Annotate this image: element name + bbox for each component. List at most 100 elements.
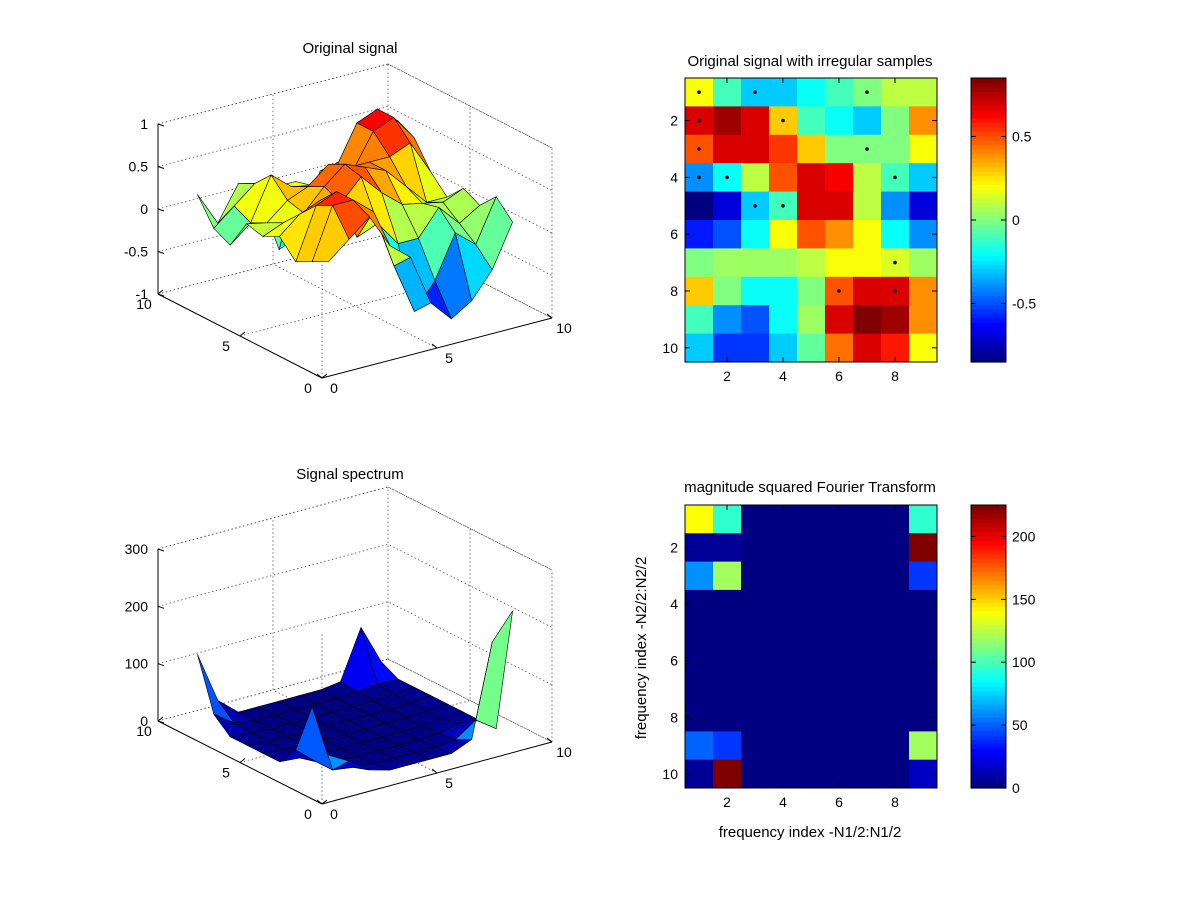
fourier-transform-cell (881, 618, 910, 647)
irregular-samples-y-tick-label: 6 (670, 226, 678, 242)
fourier-transform-ylabel: frequency index -N2/2:N2/2 (633, 557, 650, 740)
irregular-samples-colorbar-band (971, 264, 1006, 270)
irregular-samples-cell (713, 276, 742, 306)
irregular-samples-colorbar-band (971, 149, 1006, 155)
fourier-transform-cell (853, 533, 882, 563)
irregular-samples-colorbar-band (971, 282, 1006, 288)
fourier-transform-cell (713, 589, 742, 619)
original-signal-z-tick (157, 208, 165, 212)
original-signal-z-tick (157, 123, 165, 127)
fourier-transform-colorbar-band (971, 748, 1006, 754)
fourier-transform-colorbar-band (971, 677, 1006, 683)
irregular-samples-colorbar-band (971, 188, 1006, 194)
irregular-samples-cell (909, 248, 938, 278)
irregular-samples-colorbar-band (971, 224, 1006, 230)
irregular-samples-colorbar-band (971, 246, 1006, 252)
irregular-samples-y-tick-label: 4 (670, 169, 678, 185)
irregular-samples-colorbar-band (971, 233, 1006, 239)
fourier-transform-title: magnitude squared Fourier Transform (684, 479, 936, 496)
irregular-samples-colorbar-band (971, 335, 1006, 341)
sample-point (837, 289, 841, 293)
irregular-samples-colorbar-band (971, 86, 1006, 92)
signal-spectrum-z-tick-label: 100 (125, 656, 149, 672)
irregular-samples-y-tick-label: 10 (662, 340, 678, 356)
fourier-transform-colorbar-band (971, 553, 1006, 559)
signal-spectrum-z-tick-label: 200 (125, 598, 149, 614)
fourier-transform-cell (853, 674, 882, 704)
irregular-samples-colorbar-band (971, 255, 1006, 261)
fourier-transform-colorbar-band (971, 624, 1006, 630)
signal-spectrum-surface-patch (475, 610, 513, 730)
irregular-samples-colorbar-band (971, 180, 1006, 186)
irregular-samples-colorbar-band (971, 228, 1006, 234)
signal-spectrum-x-tick (431, 768, 438, 774)
signal-spectrum-x-tick (316, 799, 323, 805)
irregular-samples-cell (797, 106, 826, 136)
fourier-transform-colorbar-band (971, 695, 1006, 701)
fourier-transform-colorbar-band (971, 606, 1006, 612)
irregular-samples-colorbar-band (971, 140, 1006, 146)
original-signal-y-tick-label: 0 (304, 380, 312, 396)
original-signal-z-tick (157, 166, 165, 169)
irregular-samples-colorbar-band (971, 339, 1006, 345)
fourier-transform-cell (797, 505, 826, 534)
irregular-samples-colorbar-band (971, 144, 1006, 150)
fourier-transform-xlabel: frequency index -N1/2:N1/2 (719, 824, 902, 841)
irregular-samples-cell (853, 220, 882, 249)
original-signal-z-tick-label: 0 (140, 201, 148, 217)
irregular-samples-y-tick-label: 8 (670, 283, 678, 299)
irregular-samples-colorbar-band (971, 100, 1006, 106)
signal-spectrum-x-tick (546, 737, 553, 743)
signal-spectrum-x-tick-label: 5 (445, 775, 453, 791)
fourier-transform-colorbar-band (971, 633, 1006, 639)
fourier-transform-x-tick-label: 2 (723, 794, 731, 810)
irregular-samples-cell (881, 134, 910, 164)
fourier-transform-colorbar-band (971, 761, 1006, 767)
fourier-transform-cell (713, 646, 742, 676)
original-signal-z-tick-label: 1 (140, 116, 148, 132)
sample-point (893, 289, 897, 293)
irregular-samples-colorbar-band (971, 286, 1006, 292)
irregular-samples-cell (853, 191, 882, 221)
irregular-samples-cell (797, 276, 826, 306)
fourier-transform-colorbar-band (971, 650, 1006, 656)
irregular-samples-cell (741, 276, 770, 306)
irregular-samples-colorbar-band (971, 259, 1006, 265)
sample-point (697, 147, 701, 151)
fourier-transform-colorbar-band (971, 690, 1006, 696)
irregular-samples-cell (741, 248, 770, 278)
fourier-transform-cell (685, 561, 714, 591)
irregular-samples-cell (713, 106, 742, 136)
irregular-samples-colorbar-band (971, 353, 1006, 359)
fourier-transform-cell (769, 646, 798, 676)
irregular-samples-cell (713, 191, 742, 221)
irregular-samples-colorbar-band (971, 348, 1006, 354)
fourier-transform-cell (769, 674, 798, 704)
fourier-transform-cell (853, 646, 882, 676)
irregular-samples-axes-box (684, 77, 938, 363)
irregular-samples-colorbar-band (971, 157, 1006, 163)
irregular-samples-cell (741, 106, 770, 136)
fourier-transform-colorbar-band (971, 628, 1006, 634)
fourier-transform-cell (825, 533, 854, 563)
original-signal-x-tick-label: 10 (556, 320, 572, 336)
irregular-samples-colorbar-band (971, 117, 1006, 123)
sample-point (781, 118, 785, 123)
irregular-samples-colorbar-band (971, 326, 1006, 332)
fourier-transform-colorbar-band (971, 602, 1006, 608)
fourier-transform-cell (769, 533, 798, 563)
irregular-samples-colorbar-band (971, 313, 1006, 319)
irregular-samples-cell (741, 305, 770, 335)
irregular-samples-cell (881, 305, 910, 335)
fourier-transform-cell (741, 646, 770, 676)
irregular-samples-colorbar-band (971, 78, 1006, 84)
irregular-samples-cell (741, 220, 770, 249)
fourier-transform-cell (797, 759, 826, 789)
original-signal-z-tick (157, 293, 165, 297)
original-signal-x-tick-label: 5 (445, 350, 453, 366)
irregular-samples-colorbar-tick-label: 0.5 (1012, 128, 1032, 144)
irregular-samples-colorbar-band (971, 237, 1006, 243)
fourier-transform-cell (797, 646, 826, 676)
